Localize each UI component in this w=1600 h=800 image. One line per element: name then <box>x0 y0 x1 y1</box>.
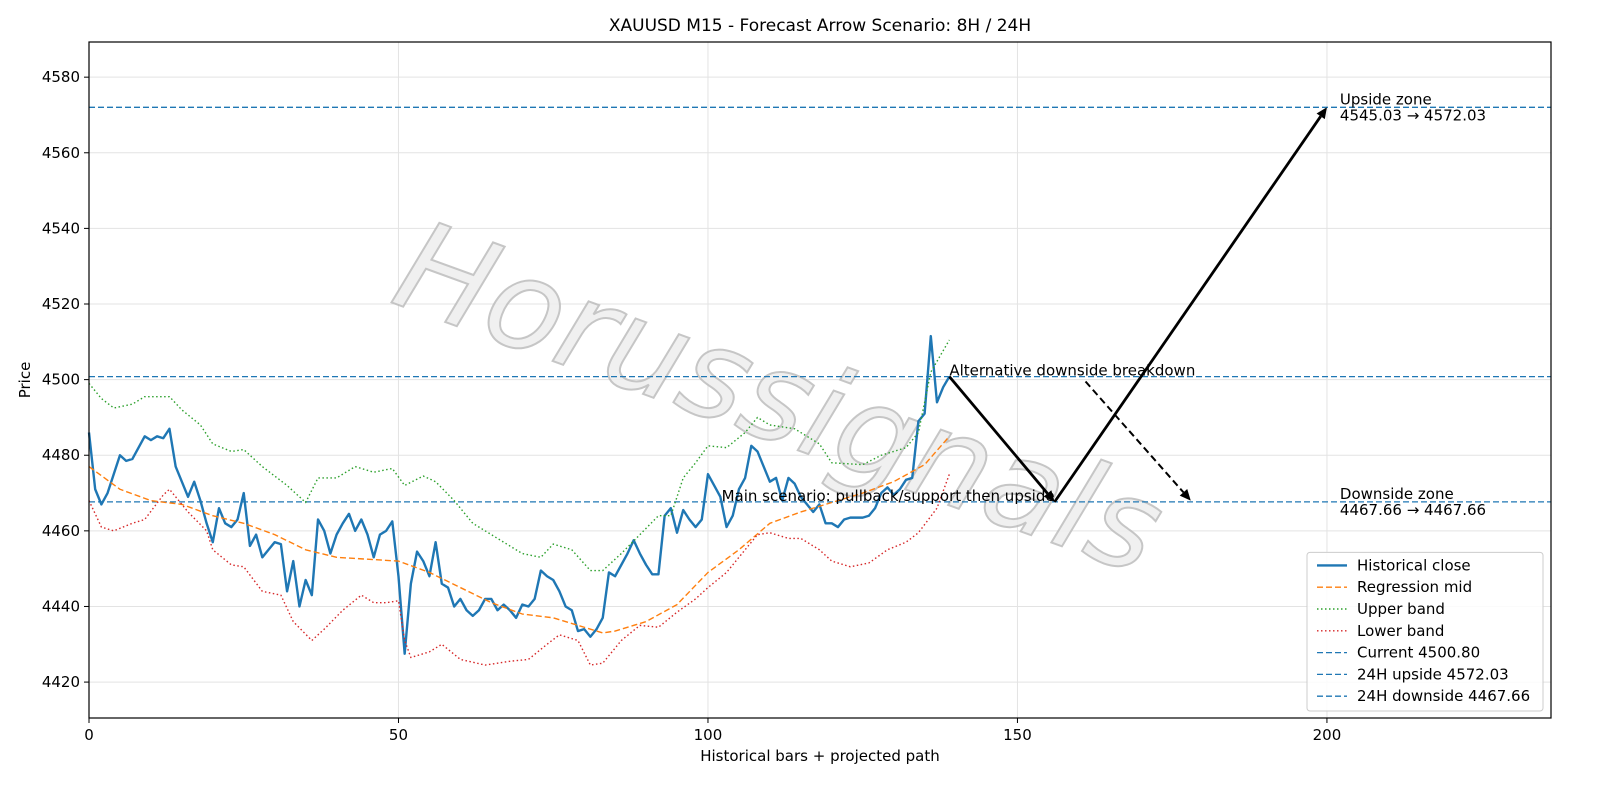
arrow-head <box>1316 107 1327 120</box>
legend-label: 24H upside 4572.03 <box>1357 665 1509 683</box>
y-tick-label: 4480 <box>42 446 80 464</box>
arrow-head <box>1179 489 1191 501</box>
x-tick-label: 100 <box>694 726 723 744</box>
annotation: Upside zone <box>1340 90 1432 108</box>
y-tick-label: 4440 <box>42 597 80 615</box>
legend-label: Historical close <box>1357 556 1471 574</box>
arrow <box>948 375 1049 495</box>
x-tick-label: 150 <box>1003 726 1032 744</box>
y-tick-label: 4500 <box>42 371 80 389</box>
legend-label: 24H downside 4467.66 <box>1357 687 1530 705</box>
legend-label: Lower band <box>1357 622 1444 640</box>
legend-label: Regression mid <box>1357 578 1472 596</box>
arrow-head <box>1043 490 1055 502</box>
annotation: 4545.03 → 4572.03 <box>1340 106 1486 124</box>
x-axis-label: Historical bars + projected path <box>700 747 940 765</box>
x-tick-label: 50 <box>389 726 408 744</box>
legend-label: Upper band <box>1357 600 1445 618</box>
arrow <box>1053 115 1322 503</box>
y-tick-label: 4540 <box>42 219 80 237</box>
annotation: Alternative downside breakdown <box>949 362 1195 380</box>
annotation: 4467.66 → 4467.66 <box>1340 501 1486 519</box>
legend-label: Current 4500.80 <box>1357 644 1480 662</box>
y-tick-label: 4420 <box>42 673 80 691</box>
annotation: Downside zone <box>1340 485 1454 503</box>
series-line <box>88 435 950 634</box>
x-tick-label: 0 <box>84 726 94 744</box>
arrow <box>1084 380 1185 494</box>
plot-frame <box>88 41 1552 719</box>
y-axis-label: Price <box>16 362 34 399</box>
legend-box <box>1306 551 1544 712</box>
annotation: Main scenario: pullback/support then ups… <box>722 487 1055 505</box>
series-line <box>87 334 951 655</box>
y-tick-label: 4460 <box>42 522 80 540</box>
x-tick-label: 200 <box>1313 726 1342 744</box>
y-tick-label: 4580 <box>42 68 80 86</box>
y-tick-label: 4520 <box>42 295 80 313</box>
series-line <box>88 473 951 666</box>
chart-title: XAUUSD M15 - Forecast Arrow Scenario: 8H… <box>609 16 1031 36</box>
y-tick-label: 4560 <box>42 144 80 162</box>
series-line <box>88 339 950 572</box>
